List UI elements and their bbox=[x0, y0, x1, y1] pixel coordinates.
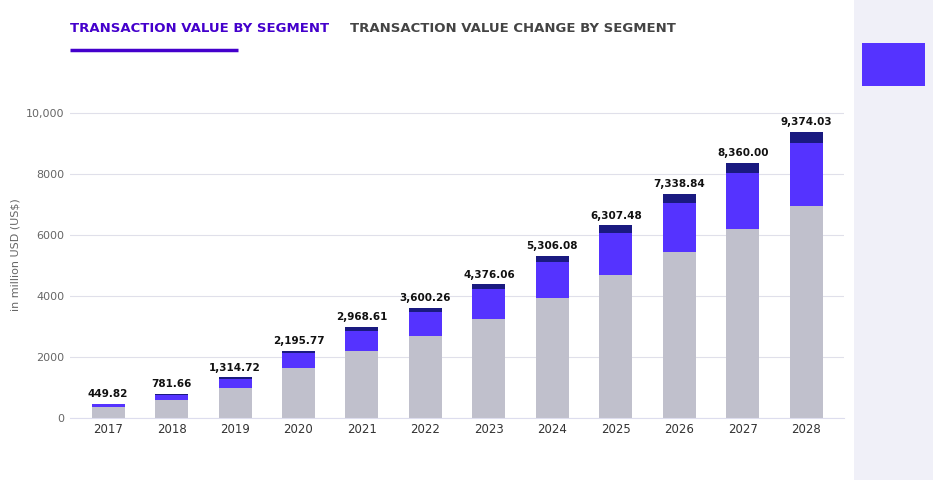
Text: 2,195.77: 2,195.77 bbox=[272, 336, 325, 346]
Text: 9,374.03: 9,374.03 bbox=[781, 117, 832, 127]
Bar bbox=[789, 132, 823, 143]
Bar bbox=[218, 388, 252, 418]
Text: TRANSACTION VALUE CHANGE BY SEGMENT: TRANSACTION VALUE CHANGE BY SEGMENT bbox=[350, 22, 675, 35]
Bar bbox=[282, 353, 315, 368]
Text: TRANSACTION VALUE BY SEGMENT: TRANSACTION VALUE BY SEGMENT bbox=[70, 22, 329, 35]
Bar bbox=[91, 408, 125, 418]
Bar bbox=[155, 400, 188, 418]
Bar bbox=[726, 229, 759, 418]
Bar bbox=[662, 252, 696, 418]
Bar bbox=[536, 298, 569, 418]
Text: 2,968.61: 2,968.61 bbox=[336, 312, 387, 323]
Bar bbox=[789, 206, 823, 418]
Bar bbox=[345, 350, 379, 418]
Bar bbox=[599, 225, 633, 233]
Bar bbox=[472, 319, 506, 418]
Text: 3,600.26: 3,600.26 bbox=[399, 293, 452, 303]
Text: 1,314.72: 1,314.72 bbox=[209, 363, 261, 373]
Text: 7,338.84: 7,338.84 bbox=[653, 179, 705, 189]
Bar bbox=[472, 284, 506, 289]
Bar bbox=[472, 289, 506, 319]
Bar bbox=[662, 194, 696, 203]
Bar bbox=[282, 368, 315, 418]
Text: 781.66: 781.66 bbox=[151, 379, 191, 389]
Text: 5,306.08: 5,306.08 bbox=[526, 241, 578, 251]
Bar bbox=[599, 233, 633, 275]
Bar bbox=[282, 350, 315, 353]
Bar bbox=[218, 377, 252, 379]
Bar bbox=[599, 275, 633, 418]
Bar bbox=[662, 203, 696, 252]
Text: 449.82: 449.82 bbox=[88, 389, 128, 399]
Bar bbox=[218, 379, 252, 388]
Bar bbox=[536, 256, 569, 262]
Bar bbox=[345, 331, 379, 350]
Bar bbox=[91, 405, 125, 408]
Bar bbox=[345, 327, 379, 331]
Bar bbox=[409, 308, 442, 312]
Bar bbox=[789, 143, 823, 206]
Legend: Total, Digital Commerce, Digital Remittances, Mobile POS Payments: Total, Digital Commerce, Digital Remitta… bbox=[181, 479, 703, 480]
Text: 6,307.48: 6,307.48 bbox=[590, 211, 642, 221]
Bar bbox=[409, 312, 442, 336]
Bar bbox=[155, 394, 188, 395]
FancyBboxPatch shape bbox=[862, 43, 926, 86]
Bar bbox=[91, 404, 125, 405]
Text: 8,360.00: 8,360.00 bbox=[717, 148, 769, 158]
Bar bbox=[409, 336, 442, 418]
Bar bbox=[726, 173, 759, 229]
Bar bbox=[536, 262, 569, 298]
Y-axis label: in million USD (US$): in million USD (US$) bbox=[10, 198, 21, 311]
Bar bbox=[155, 395, 188, 400]
Bar bbox=[726, 163, 759, 173]
Text: 4,376.06: 4,376.06 bbox=[463, 270, 515, 279]
